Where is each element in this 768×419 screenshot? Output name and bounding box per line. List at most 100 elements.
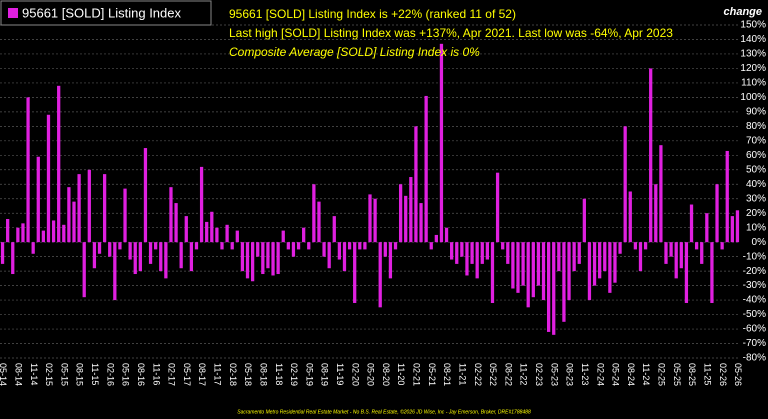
y-tick-label: 130% [740, 49, 766, 60]
bar [669, 242, 673, 257]
x-tick-label: 02-20 [350, 363, 360, 386]
bar [501, 242, 505, 250]
bar [368, 194, 372, 243]
bar [225, 224, 229, 243]
bar [87, 169, 91, 243]
bar [92, 242, 97, 269]
legend-label: 95661 [SOLD] Listing Index [22, 5, 181, 20]
y-tick-label: 140% [740, 34, 766, 45]
bar [490, 242, 495, 303]
bar [31, 242, 35, 254]
bar [169, 187, 173, 243]
bar [710, 242, 714, 303]
y-tick-label: 40% [746, 179, 766, 190]
bar [439, 43, 444, 243]
bar [608, 242, 612, 293]
x-tick-label: 05-25 [672, 363, 682, 386]
x-tick-label: 11-15 [90, 363, 100, 385]
x-tick-label: 08-23 [565, 363, 575, 386]
x-tick-label: 02-21 [412, 363, 422, 386]
x-tick-label: 02-16 [105, 363, 115, 386]
x-tick-label: 08-17 [197, 363, 207, 386]
bar [649, 68, 653, 243]
bar [659, 145, 663, 243]
x-tick-label: 08-18 [258, 363, 268, 386]
bar [613, 242, 617, 283]
bar [276, 242, 280, 275]
bar [638, 242, 643, 272]
bar [235, 230, 239, 243]
bar [404, 195, 408, 243]
y-tick-label: 110% [741, 78, 766, 89]
y-tick-label: 120% [740, 63, 766, 74]
x-tick-label: 11-24 [641, 363, 651, 385]
bar [455, 242, 459, 264]
bar [373, 198, 377, 243]
bar [480, 242, 484, 264]
bar [393, 242, 398, 250]
y-tick-label: -70% [743, 338, 766, 349]
bar [562, 242, 566, 322]
y-tick-label: -50% [743, 309, 766, 320]
annotation: Last high [SOLD] Listing Index was +137%… [229, 26, 673, 40]
bar [429, 242, 433, 250]
bar [603, 242, 607, 272]
bar [460, 242, 464, 257]
y-tick-label: -80% [743, 353, 766, 364]
y-tick-label: 20% [746, 208, 766, 219]
footer: Sacramento Metro Residential Real Estate… [237, 408, 531, 415]
y-tick-label: -40% [743, 295, 766, 306]
x-tick-label: 02-25 [657, 363, 667, 386]
bar [256, 242, 260, 257]
y-tick-label: 150% [740, 20, 766, 31]
bar [97, 242, 102, 254]
bar [587, 242, 592, 301]
bar [123, 188, 127, 243]
bar [378, 242, 382, 308]
bar [67, 187, 71, 243]
bar [674, 242, 678, 279]
bar [179, 242, 183, 269]
bar [57, 85, 61, 243]
x-tick-label: 02-18 [228, 363, 238, 386]
bar [26, 97, 30, 243]
bar [526, 242, 530, 308]
x-tick-label: 11-17 [213, 363, 223, 385]
bar [164, 242, 168, 279]
x-tick-label: 08-19 [320, 363, 330, 386]
y-tick-label: 30% [746, 193, 766, 204]
x-tick-label: 02-17 [167, 363, 177, 386]
bar [220, 242, 224, 250]
bar [82, 242, 86, 298]
bar [6, 219, 10, 243]
bar [199, 166, 204, 243]
bar [618, 242, 622, 254]
annotation: 95661 [SOLD] Listing Index is +22% (rank… [229, 7, 516, 21]
x-tick-label: 05-14 [0, 363, 8, 386]
bar [516, 242, 520, 293]
x-tick-label: 02-22 [473, 363, 483, 386]
bar [485, 242, 490, 260]
bar [730, 216, 734, 243]
bar [567, 242, 571, 301]
x-tick-label: 05-23 [549, 363, 559, 386]
bar [148, 242, 153, 264]
x-tick-label: 05-15 [59, 363, 69, 386]
grid [0, 24, 740, 359]
bar [108, 242, 112, 257]
bar [184, 216, 188, 243]
y-tick-label: -30% [743, 280, 766, 291]
bar [511, 242, 515, 289]
x-tick-label: 11-22 [519, 363, 529, 385]
bar [332, 216, 336, 243]
x-tick-label: 11-23 [580, 363, 590, 385]
bar [679, 242, 683, 269]
bar [128, 242, 132, 260]
bar [21, 223, 25, 243]
bar [16, 227, 20, 243]
x-tick-label: 05-26 [733, 363, 743, 386]
bar [419, 203, 423, 243]
annotation: Composite Average [SOLD] Listing Index i… [229, 45, 480, 59]
x-tick-label: 08-14 [13, 363, 23, 386]
